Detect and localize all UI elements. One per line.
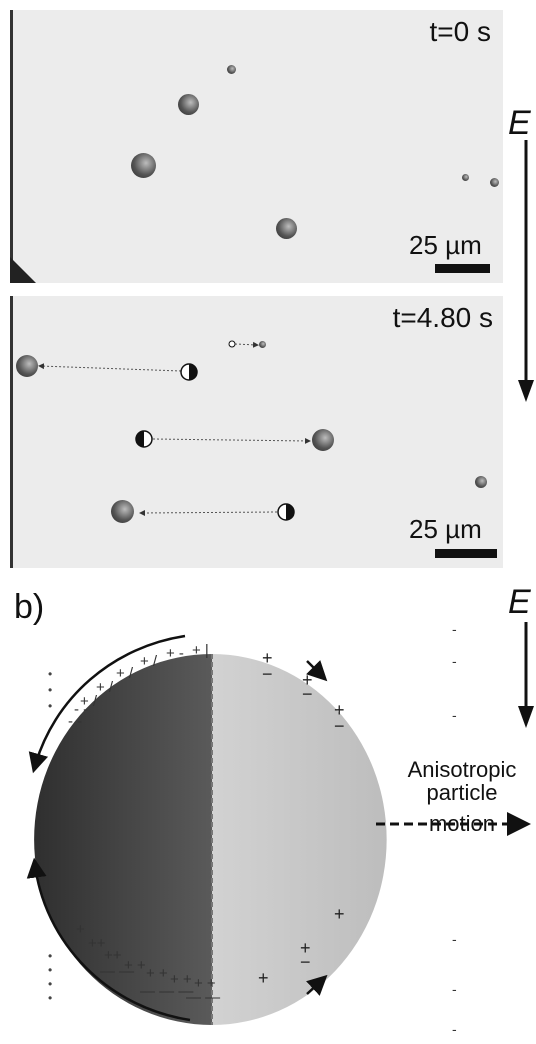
svg-text:•: • [48, 963, 52, 977]
particle [259, 341, 266, 348]
frame-corner-shadow [10, 257, 36, 283]
trajectory-line [234, 341, 259, 348]
svg-text:+ /: + / [140, 653, 158, 670]
svg-text:-: - [452, 931, 457, 947]
bulk-ions-left: ••• •••• [48, 667, 52, 1005]
svg-text:−: − [262, 664, 273, 684]
janus-particle-start [277, 503, 295, 521]
motion-label-line1: Anisotropic [407, 757, 517, 782]
trajectory-line [139, 509, 278, 516]
field-arrow-top [518, 140, 534, 402]
trajectory-line [38, 363, 182, 372]
charge-layer-bottom: +++++ + + + + + + + + — —— — —— — [76, 921, 220, 1006]
svg-text:+ |: + | [192, 642, 209, 659]
svg-text:•: • [48, 699, 52, 713]
svg-text:+ -: + - [166, 645, 184, 662]
field-arrow-bottom [518, 622, 534, 728]
svg-text:-: - [452, 653, 457, 669]
svg-text:-: - [452, 621, 457, 637]
frame-t480-scale-bar [435, 549, 497, 558]
svg-text:+: + [334, 904, 345, 924]
svg-text:— — —: — — — [140, 983, 193, 1000]
particle [16, 355, 38, 377]
svg-text:•: • [48, 949, 52, 963]
svg-text:−: − [300, 952, 311, 972]
particle [111, 500, 134, 523]
svg-text:-: - [452, 707, 457, 723]
motion-label: Anisotropic particle motion [387, 758, 536, 835]
frame-t480-scale-label: 25 µm [409, 514, 482, 544]
flow-arrow-upper [28, 634, 186, 774]
frame-t480-trajectories [38, 340, 311, 521]
svg-text:•: • [48, 683, 52, 697]
svg-text:+ +: + + [170, 971, 192, 988]
svg-text:+: + [76, 921, 85, 938]
frame-t480-time: t=4.80 s [392, 302, 493, 333]
svg-text:•: • [48, 977, 52, 991]
frame-t0-scale-bar [435, 264, 490, 273]
janus-particle-start [180, 363, 198, 381]
svg-text:+: + [262, 648, 273, 668]
svg-text:-: - [452, 981, 457, 997]
frame-t0-scale-label: 25 µm [409, 230, 482, 260]
svg-text:+ +: + + [194, 975, 216, 992]
frame-t0: t=0 s 25 µm [10, 10, 503, 283]
charge-layer-top: + /+ /+ / + / + - + | - -- - [68, 642, 209, 730]
field-label-bottom: E [508, 583, 531, 621]
svg-text:+ +: + + [124, 957, 146, 974]
svg-text:-: - [452, 1021, 457, 1037]
motion-label-line3: motion [428, 811, 496, 837]
particle [462, 174, 469, 181]
frame-t480: t=4.80 s 25 µm [10, 296, 503, 568]
flow-arrow-small-bottom [306, 974, 328, 996]
svg-text:— —: — — [100, 963, 134, 980]
bulk-ions-right: - - - - - - [452, 621, 457, 1037]
svg-text:+ /: + / [80, 693, 98, 710]
svg-text:+ /: + / [96, 679, 114, 696]
particle [312, 429, 334, 451]
panel-b-label: b) [14, 588, 45, 626]
svg-text:+: + [258, 968, 269, 988]
particle [178, 94, 199, 115]
particle [131, 153, 156, 178]
particle [475, 476, 487, 488]
svg-text:- -: - - [68, 713, 82, 730]
field-label-top: E [508, 104, 531, 142]
svg-text:+ +: + + [146, 965, 168, 982]
particle [490, 178, 499, 187]
light-hemisphere [212, 654, 387, 1025]
trajectory-line [152, 437, 311, 444]
svg-text:+: + [300, 938, 311, 958]
flow-arrow-lower [26, 857, 191, 1022]
janus-particle-diagram: + /+ /+ / + / + - + | - -- - +++++ + + + + +… [26, 621, 531, 1037]
motion-label-line2: particle [426, 780, 498, 806]
svg-text:— —: — — [186, 989, 220, 1006]
svg-text:−: − [334, 716, 345, 736]
svg-text:•: • [48, 991, 52, 1005]
svg-text:++: ++ [88, 935, 106, 952]
janus-particle-start [135, 430, 153, 448]
dark-hemisphere [34, 654, 213, 1025]
svg-text:−: − [302, 684, 313, 704]
particle [276, 218, 297, 239]
svg-text:- -: - - [74, 701, 88, 718]
svg-text:++: ++ [104, 947, 122, 964]
janus-particle-start [228, 340, 236, 348]
svg-text:+ /: + / [116, 665, 134, 682]
svg-text:+: + [334, 700, 345, 720]
svg-text:•: • [48, 667, 52, 681]
particle [227, 65, 236, 74]
flow-arrow-small-top [306, 660, 328, 682]
frame-t0-time: t=0 s [429, 16, 491, 47]
